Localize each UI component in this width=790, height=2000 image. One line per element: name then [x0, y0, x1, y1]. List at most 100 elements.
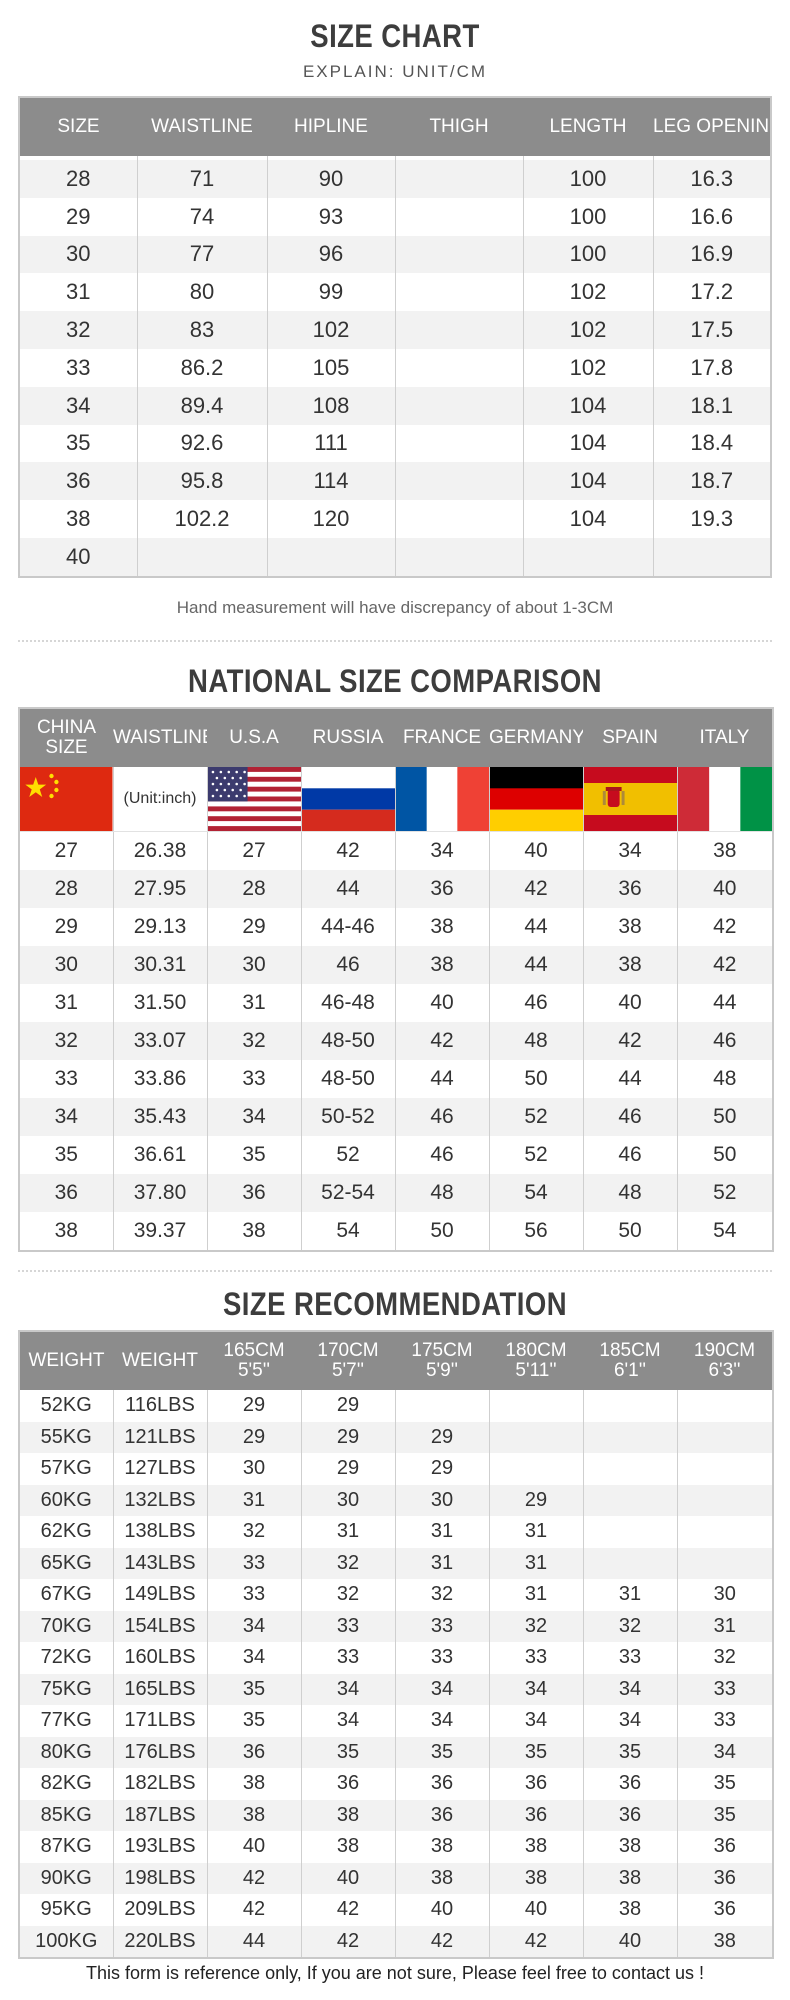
table-cell: 38	[582, 1831, 678, 1863]
table-cell: 35	[206, 1673, 302, 1705]
table-cell: 17.8	[652, 348, 772, 387]
table-cell: 31	[18, 273, 138, 312]
size-recommendation-row: 80KG 176LBS 36 35 35 35 35 34	[18, 1736, 774, 1768]
table-cell: 30	[300, 1484, 396, 1516]
size-chart-subtitle: EXPLAIN: UNIT/CM	[302, 62, 488, 81]
table-cell: 29	[300, 1453, 396, 1485]
table-cell: 31	[488, 1547, 584, 1579]
table-cell: 34	[206, 1610, 302, 1642]
table-cell: 40	[582, 984, 678, 1022]
table-cell: 40	[676, 870, 774, 908]
table-cell: 104	[522, 386, 654, 425]
table-cell: 27	[18, 831, 114, 870]
table-cell: 36	[300, 1768, 396, 1800]
table-cell: 46	[676, 1022, 774, 1060]
table-cell: 102	[266, 311, 396, 349]
table-cell: 100	[522, 235, 654, 274]
table-cell: 40	[300, 1862, 396, 1894]
table-cell: 40	[488, 1894, 584, 1926]
table-cell: 50	[676, 1136, 774, 1174]
header-waistline: WAISTLINE	[113, 708, 207, 767]
size-chart-row: 29 74 93 100 16.6	[18, 197, 772, 236]
table-cell	[676, 1547, 774, 1579]
table-cell: 17.5	[652, 311, 772, 349]
table-cell: 90	[266, 160, 396, 198]
table-cell: 57KG	[18, 1453, 114, 1485]
table-cell: 104	[522, 462, 654, 501]
table-cell	[394, 386, 524, 425]
table-cell: 40	[394, 984, 490, 1022]
table-cell	[582, 1390, 678, 1422]
table-cell: 80	[136, 273, 268, 312]
table-cell: 50	[676, 1098, 774, 1136]
table-cell: 34	[394, 1673, 490, 1705]
table-cell: 38	[582, 908, 678, 946]
table-cell: 48	[394, 1174, 490, 1212]
table-cell: 35	[582, 1736, 678, 1768]
table-cell: 36	[582, 870, 678, 908]
table-cell: 95KG	[18, 1894, 114, 1926]
table-cell: 34	[300, 1673, 396, 1705]
table-cell: 44	[300, 870, 396, 908]
size-chart-header-row: SIZE WAISTLINE HIPLINE THIGH LENGTH LEG …	[19, 97, 771, 156]
table-cell: 30	[206, 946, 302, 984]
table-cell: 42	[676, 946, 774, 984]
table-cell: 44	[206, 1925, 302, 1958]
table-cell: 62KG	[18, 1516, 114, 1548]
table-cell: 105	[266, 348, 396, 387]
table-cell: 38	[676, 1925, 774, 1958]
header-thigh: THIGH	[395, 97, 523, 156]
size-chart-row: 36 95.8 114 104 18.7	[18, 462, 772, 501]
size-chart-row: 32 83 102 102 17.5	[18, 311, 772, 349]
table-cell: 154LBS	[112, 1610, 208, 1642]
table-cell: 33	[676, 1705, 774, 1737]
table-cell: 95.8	[136, 462, 268, 501]
table-cell: 176LBS	[112, 1736, 208, 1768]
table-cell: 46	[300, 946, 396, 984]
table-cell	[676, 1421, 774, 1453]
table-cell: 120	[266, 500, 396, 538]
table-cell: 65KG	[18, 1547, 114, 1579]
header-france: FRANCE	[395, 708, 489, 767]
national-comparison-row: 28 27.95 28 44 36 42 36 40	[18, 870, 774, 908]
table-cell: 89.4	[136, 386, 268, 425]
header-china-size: CHINA SIZE	[19, 708, 113, 767]
table-cell: 18.1	[652, 386, 772, 425]
table-cell	[522, 537, 654, 577]
table-cell: 33	[394, 1610, 490, 1642]
size-recommendation-body: 52KG 116LBS 29 29 55KG 121LBS 29 29 29 57KG 127LBS…	[18, 1390, 774, 1958]
size-chart-row: 34 89.4 108 104 18.1	[18, 386, 772, 425]
size-recommendation-title: SIZE RECOMMENDATION	[222, 1286, 567, 1322]
header-waistline: WAISTLINE	[137, 97, 267, 156]
table-cell: 34	[582, 1673, 678, 1705]
table-cell: 60KG	[18, 1484, 114, 1516]
table-cell: 31	[206, 984, 302, 1022]
table-cell	[266, 537, 396, 577]
table-cell: 111	[266, 424, 396, 463]
table-cell: 42	[488, 1925, 584, 1958]
size-recommendation-row: 60KG 132LBS 31 30 30 29	[18, 1484, 774, 1516]
table-cell: 36	[394, 870, 490, 908]
section-divider	[18, 640, 772, 642]
table-cell: 33	[300, 1642, 396, 1674]
table-cell: 44-46	[300, 908, 396, 946]
table-cell: 77KG	[18, 1705, 114, 1737]
table-cell: 33	[18, 1060, 114, 1098]
header-height-165: 165CM 5'5''	[207, 1331, 301, 1390]
national-comparison-row: 30 30.31 30 46 38 44 38 42	[18, 946, 774, 984]
table-cell: 36	[394, 1799, 490, 1831]
table-cell: 30	[676, 1579, 774, 1611]
table-cell: 46	[394, 1136, 490, 1174]
table-cell: 72KG	[18, 1642, 114, 1674]
header-size: SIZE	[19, 97, 137, 156]
national-comparison-row: 32 33.07 32 48-50 42 48 42 46	[18, 1022, 774, 1060]
table-cell: 71	[136, 160, 268, 198]
table-cell: 46	[394, 1098, 490, 1136]
table-cell: 182LBS	[112, 1768, 208, 1800]
size-recommendation-row: 85KG 187LBS 38 38 36 36 36 35	[18, 1799, 774, 1831]
table-cell: 42	[394, 1925, 490, 1958]
table-cell: 42	[300, 1925, 396, 1958]
size-recommendation-row: 72KG 160LBS 34 33 33 33 33 32	[18, 1642, 774, 1674]
table-cell: 44	[488, 908, 584, 946]
table-cell: 33	[582, 1642, 678, 1674]
